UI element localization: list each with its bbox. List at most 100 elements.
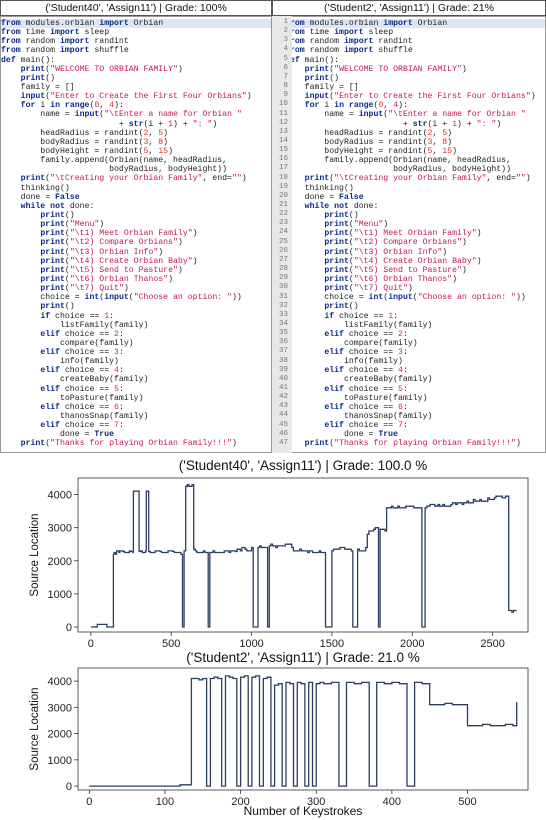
code-line: info(family) <box>1 357 119 367</box>
code-line: from time import sleep <box>285 28 394 38</box>
y-tick-label: 3000 <box>48 702 72 714</box>
keystroke-series-line <box>90 483 517 628</box>
line-number: 35 <box>278 329 288 338</box>
line-number: 23 <box>278 219 288 228</box>
x-tick-label: 1500 <box>320 638 344 650</box>
y-tick-label: 1000 <box>48 755 72 767</box>
code-line: print("WELCOME TO ORBIAN FAMILY") <box>20 64 183 74</box>
x-axis-label: Number of Keystrokes <box>244 804 363 818</box>
line-number: 13 <box>278 127 288 136</box>
code-line: name = input("\tEnter a name for Orbian … <box>285 110 526 120</box>
code-line: from modules.orbian import Orbian <box>273 19 545 29</box>
line-number: 10 <box>278 100 288 109</box>
line-number: 30 <box>278 283 288 292</box>
code-line: print("\t2) Compare Orbians") <box>40 238 183 248</box>
line-number-gutter: 1 2 3 4 5 6 7 8 9 10 11 12 13 14 15 16 17 18 19 20 21 22 23 24 2… <box>272 16 292 453</box>
code-line: print("\t1) Meet Orbian Family") <box>40 229 198 239</box>
code-line: bodyRadius, bodyHeight)) <box>1 165 228 175</box>
code-line: if choice == 1: <box>40 311 115 321</box>
code-line: createBaby(family) <box>285 375 433 385</box>
code-line: createBaby(family) <box>1 375 149 385</box>
code-line: elif choice == 4: <box>40 366 124 376</box>
code-line: compare(family) <box>285 338 418 348</box>
code-line: compare(family) <box>1 338 134 348</box>
code-line: print("\t6) Orbian Thanos") <box>324 274 458 284</box>
code-line: family = [] <box>285 82 359 92</box>
left-code-panel: from modules.orbian import Orbian from ti… <box>0 16 272 453</box>
line-number: 37 <box>278 347 288 356</box>
code-line: name = input("\tEnter a name for Orbian … <box>1 110 242 120</box>
code-line: thinking() <box>285 183 354 193</box>
line-number: 5 <box>283 54 288 63</box>
code-line: print("Menu") <box>40 220 105 230</box>
code-line: from time import sleep <box>1 28 110 38</box>
code-line: done = True <box>285 430 399 440</box>
left-header: ('Student40', 'Assign11') | Grade: 100% <box>0 0 272 16</box>
code-line: from random import randint <box>1 37 129 47</box>
line-number: 27 <box>278 255 288 264</box>
code-line: elif choice == 5: <box>40 384 124 394</box>
code-line: bodyHeight = randint(5, 15) <box>1 146 173 156</box>
x-tick-label: 0 <box>86 796 92 808</box>
y-tick-label: 4000 <box>48 676 72 688</box>
code-line: headRadius = randint(2, 5) <box>1 128 169 138</box>
code-line: choice = int(input("Choose an option: ")… <box>285 293 526 303</box>
code-line: choice = int(input("Choose an option: ")… <box>1 293 242 303</box>
right-code-panel: from modules.orbian import Orbian from ti… <box>272 16 546 453</box>
x-tick-label: 200 <box>231 796 249 808</box>
code-line: print("\t3) Orbian Info") <box>324 247 448 257</box>
line-number: 9 <box>283 91 288 100</box>
code-line: done = False <box>1 192 80 202</box>
line-number: 40 <box>278 374 288 383</box>
line-number: 47 <box>278 438 288 447</box>
code-line: print("\t2) Compare Orbians") <box>324 238 467 248</box>
code-line: done = False <box>285 192 364 202</box>
line-number: 4 <box>283 45 288 54</box>
line-number: 2 <box>283 27 288 36</box>
code-line: elif choice == 6: <box>324 402 408 412</box>
code-line: input("Enter to Create the First Four Or… <box>20 92 252 102</box>
code-line: + str(i + 1) + ": ") <box>1 119 218 129</box>
code-line: print() <box>20 73 56 83</box>
code-line: thanosSnap(family) <box>1 412 149 422</box>
code-line: print("\t5) Send to Pasture") <box>324 265 467 275</box>
line-number: 36 <box>278 338 288 347</box>
code-line: elif choice == 7: <box>40 421 124 431</box>
line-number: 22 <box>278 210 288 219</box>
y-tick-label: 2000 <box>48 729 72 741</box>
code-line: toPasture(family) <box>285 393 428 403</box>
line-number: 26 <box>278 246 288 255</box>
code-line: done = True <box>1 430 115 440</box>
chart-student40: ('Student40', 'Assign11') | Grade: 100.0… <box>29 458 529 650</box>
y-tick-label: 0 <box>66 781 72 793</box>
line-number: 31 <box>278 292 288 301</box>
code-line: while not done: <box>20 201 95 211</box>
line-number: 17 <box>278 164 288 173</box>
right-header: ('Student2', 'Assign11') | Grade: 21% <box>272 0 546 16</box>
code-line: elif choice == 2: <box>40 329 124 339</box>
line-number: 8 <box>283 82 288 91</box>
code-line: info(family) <box>285 357 403 367</box>
code-line: print() <box>324 210 359 220</box>
plot-frame <box>77 667 529 791</box>
code-line: print("\tCreating your Orbian Family", e… <box>20 174 247 184</box>
code-line: print("\t3) Orbian Info") <box>40 247 164 257</box>
code-line: elif choice == 6: <box>40 402 124 412</box>
y-tick-label: 4000 <box>48 490 72 502</box>
code-line: input("Enter to Create the First Four Or… <box>304 92 536 102</box>
line-number: 41 <box>278 384 288 392</box>
line-number: 29 <box>278 274 288 283</box>
plot-frame <box>77 477 529 633</box>
line-number: 1 <box>283 18 288 26</box>
code-line: while not done: <box>304 201 379 211</box>
line-number: 12 <box>278 118 288 127</box>
code-line: family.append(Orbian(name, headRadius, <box>285 156 512 166</box>
y-tick-label: 0 <box>66 622 72 634</box>
code-line: thinking() <box>1 183 70 193</box>
code-line: listFamily(family) <box>285 320 433 330</box>
code-line: print() <box>324 302 359 312</box>
code-line: print("\t4) Create Orbian Baby") <box>40 256 198 266</box>
line-number: 15 <box>278 146 288 155</box>
line-number: 18 <box>278 173 288 182</box>
line-number: 42 <box>278 393 288 402</box>
